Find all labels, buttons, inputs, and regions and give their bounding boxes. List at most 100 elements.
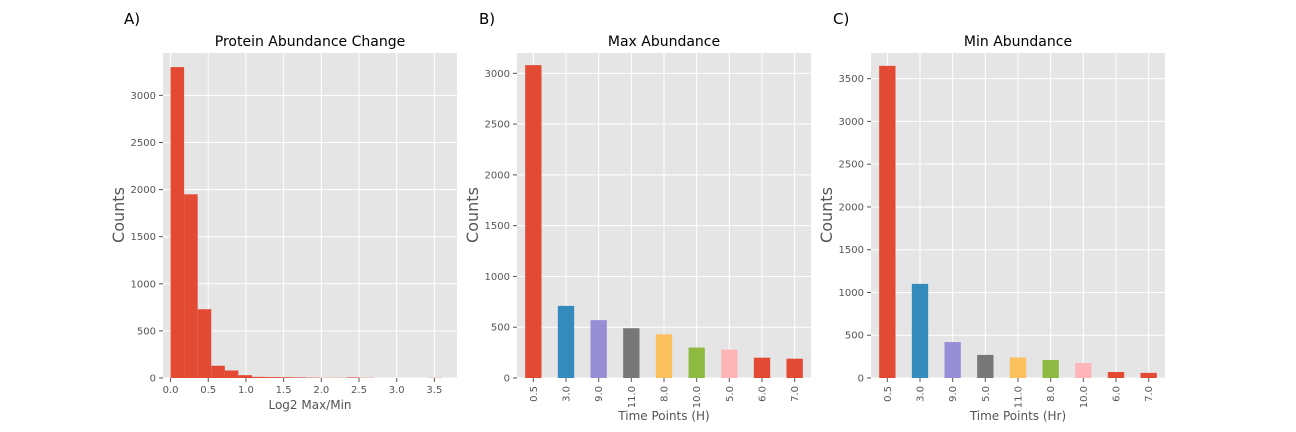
x-tick-label: 5.0 <box>725 386 736 402</box>
y-axis-label: Counts <box>109 187 128 243</box>
y-tick-label: 3000 <box>485 69 510 80</box>
histogram-bar <box>265 377 280 378</box>
y-tick-label: 1000 <box>839 288 864 299</box>
x-tick-label: 9.0 <box>948 386 959 402</box>
x-tick-label: 3.5 <box>426 385 442 396</box>
x-tick-label: 3.0 <box>916 386 927 402</box>
ticks: 0 500 1000 1500 2000 2500 3000 0.0 0.5 1.0 1.5 2.0 2… <box>131 91 443 396</box>
bar <box>525 65 542 378</box>
x-tick-label: 0.5 <box>883 386 894 402</box>
x-tick-label: 2.5 <box>351 385 367 396</box>
x-tick-label: 7.0 <box>790 386 801 402</box>
bars <box>879 65 1157 378</box>
histogram-bar <box>224 370 239 378</box>
x-axis-label: Time Points (Hr) <box>969 409 1066 423</box>
x-tick-label: 11.0 <box>627 386 638 408</box>
bar <box>1107 372 1125 378</box>
y-tick-label: 2000 <box>131 185 156 196</box>
y-tick-label: 0 <box>858 374 864 385</box>
panel-letter: A) <box>124 10 140 28</box>
x-axis-label: Log2 Max/Min <box>268 398 351 412</box>
min-abundance-panel: C) Min Abundance 0 500 1000 1500 2000 2500 300… <box>817 10 1165 423</box>
panel-letter: B) <box>479 10 495 28</box>
histogram-bar <box>292 377 307 378</box>
histogram-bar <box>184 194 198 378</box>
bar <box>655 334 673 378</box>
y-tick-label: 500 <box>845 331 864 342</box>
chart-title: Protein Abundance Change <box>215 34 405 50</box>
y-tick-label: 1500 <box>131 232 156 243</box>
histogram-bar <box>197 309 212 378</box>
x-tick-label: 6.0 <box>1112 386 1123 402</box>
ticks: 0 500 1000 1500 2000 2500 3000 3500 0.5 3.0 9.0 5.0… <box>839 74 1156 408</box>
x-tick-label: 2.0 <box>313 385 329 396</box>
bar <box>879 65 896 378</box>
histogram-bar <box>279 377 293 378</box>
y-tick-label: 2000 <box>839 202 864 213</box>
plot-area <box>163 53 457 378</box>
y-tick-label: 1500 <box>839 245 864 256</box>
x-tick-label: 10.0 <box>692 386 703 408</box>
x-tick-label: 8.0 <box>1046 386 1057 402</box>
y-tick-label: 3500 <box>839 74 864 85</box>
bar <box>688 347 705 378</box>
panel-letter: C) <box>833 10 849 28</box>
y-tick-label: 3000 <box>839 117 864 128</box>
bar <box>911 283 929 378</box>
chart-title: Max Abundance <box>608 34 720 50</box>
y-axis-label: Counts <box>817 187 836 243</box>
y-tick-label: 2500 <box>839 160 864 171</box>
x-tick-label: 0.0 <box>163 385 179 396</box>
histogram-bar <box>170 67 185 378</box>
histogram-panel: A) Protein Abundance Change 0 500 1000 1500… <box>109 10 457 412</box>
y-tick-label: 2000 <box>485 170 510 181</box>
bar <box>1075 363 1092 378</box>
x-axis-label: Time Points (H) <box>617 409 709 423</box>
bar <box>557 305 575 378</box>
y-tick-label: 1000 <box>131 279 156 290</box>
bar <box>786 358 803 378</box>
histogram-bar <box>346 377 361 378</box>
max-abundance-panel: B) Max Abundance 0 500 1000 1500 2000 2500 300… <box>463 10 811 423</box>
bar <box>1042 360 1059 378</box>
ticks: 0 500 1000 1500 2000 2500 3000 0.5 3.0 9.0 11.0 8.0… <box>485 69 802 408</box>
chart-title: Min Abundance <box>964 34 1072 50</box>
y-tick-label: 500 <box>137 326 156 337</box>
histogram-bar <box>238 375 252 378</box>
x-tick-label: 3.0 <box>562 386 573 402</box>
y-axis-label: Counts <box>463 187 482 243</box>
grid <box>871 53 1165 379</box>
bar <box>944 342 961 378</box>
x-tick-label: 6.0 <box>758 386 769 402</box>
x-tick-label: 0.5 <box>200 385 216 396</box>
bar <box>977 354 994 378</box>
bar <box>623 328 640 378</box>
histogram-bar <box>251 376 266 378</box>
bar <box>753 357 771 378</box>
bar <box>590 320 607 378</box>
x-tick-label: 10.0 <box>1079 386 1090 408</box>
y-tick-label: 1500 <box>485 221 510 232</box>
y-tick-label: 2500 <box>131 138 156 149</box>
x-tick-label: 5.0 <box>981 386 992 402</box>
x-tick-label: 9.0 <box>594 386 605 402</box>
x-tick-label: 0.5 <box>529 386 540 402</box>
bars <box>525 65 803 378</box>
y-tick-label: 500 <box>491 323 510 334</box>
x-tick-label: 7.0 <box>1144 386 1155 402</box>
x-tick-label: 8.0 <box>660 386 671 402</box>
bar <box>721 349 738 378</box>
y-tick-label: 0 <box>150 374 156 385</box>
y-tick-label: 2500 <box>485 120 510 131</box>
bar <box>1009 357 1027 378</box>
bar <box>1140 372 1157 378</box>
x-tick-label: 1.0 <box>238 385 254 396</box>
y-tick-label: 0 <box>504 374 510 385</box>
histogram-bar <box>211 365 225 378</box>
y-tick-label: 1000 <box>485 272 510 283</box>
x-tick-label: 11.0 <box>1014 386 1025 408</box>
x-tick-label: 3.0 <box>389 385 405 396</box>
y-tick-label: 3000 <box>131 91 156 102</box>
bars <box>170 67 442 378</box>
